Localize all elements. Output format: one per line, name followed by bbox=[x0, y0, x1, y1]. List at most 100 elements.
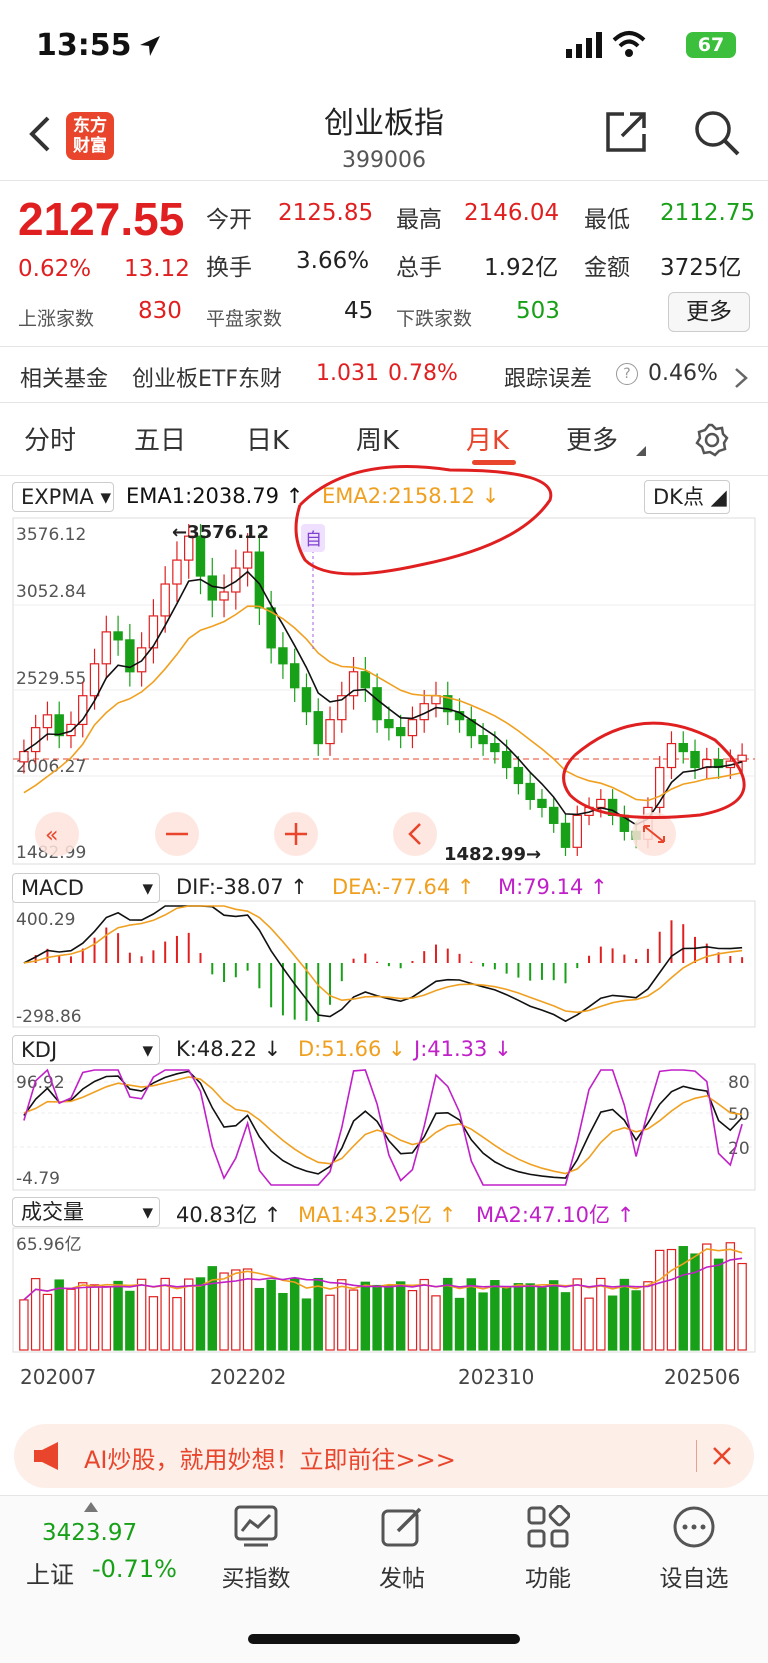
ema2-value: EMA2:2158.12 ↓ bbox=[322, 484, 500, 508]
tab-more[interactable]: 更多 bbox=[566, 426, 619, 456]
candle bbox=[125, 639, 135, 673]
volume-bar bbox=[148, 1296, 159, 1351]
low-value: 2112.75 bbox=[660, 200, 756, 226]
volume-bar bbox=[242, 1268, 253, 1351]
kdj-level-50: 50 bbox=[728, 1105, 750, 1125]
help-icon[interactable]: ? bbox=[616, 363, 638, 385]
volume-bar bbox=[725, 1242, 736, 1351]
change-value: 13.12 bbox=[124, 256, 190, 282]
vol-value: 40.83亿 ↑ bbox=[176, 1203, 282, 1227]
candle bbox=[407, 719, 418, 737]
volume-bar bbox=[407, 1289, 418, 1351]
location-arrow-icon bbox=[140, 36, 160, 56]
volume-bar bbox=[537, 1287, 547, 1351]
dropdown-corner-icon bbox=[636, 446, 646, 456]
tab-monthly-k[interactable]: 月K bbox=[466, 426, 510, 456]
more-button[interactable]: 更多 bbox=[668, 292, 750, 332]
candle bbox=[337, 695, 347, 721]
close-icon[interactable] bbox=[712, 1446, 732, 1466]
up-count-label: 上涨家数 bbox=[18, 308, 95, 330]
candle bbox=[266, 607, 276, 649]
banner-text[interactable]: AI炒股，就用妙想！立即前往>>> bbox=[84, 1446, 456, 1474]
vol-ma1-value: MA1:43.25亿 ↑ bbox=[298, 1203, 457, 1227]
vol-ma2-value: MA2:47.10亿 ↑ bbox=[476, 1203, 635, 1227]
add-watchlist-button[interactable]: 设自选 bbox=[634, 1505, 754, 1593]
hand-annotation-circle bbox=[562, 721, 746, 819]
candle bbox=[372, 687, 382, 721]
expand-up-icon[interactable] bbox=[84, 1502, 98, 1512]
x-label-3: 202310 bbox=[458, 1365, 534, 1389]
gear-icon[interactable] bbox=[694, 422, 730, 458]
down-count-label: 下跌家数 bbox=[396, 308, 473, 330]
related-fund-row[interactable]: 相关基金 创业板ETF东财 1.031 0.78% 跟踪误差 ? 0.46% bbox=[0, 347, 768, 401]
buy-index-button[interactable]: 买指数 bbox=[196, 1505, 316, 1593]
status-bar: 13:55 67 bbox=[0, 0, 768, 92]
candle bbox=[360, 671, 371, 689]
volume-bars bbox=[19, 1242, 747, 1351]
trend-chart-icon bbox=[234, 1505, 278, 1547]
dk-point-button[interactable]: DK点 ◢ bbox=[644, 480, 730, 514]
candle bbox=[737, 754, 747, 762]
candle bbox=[549, 806, 559, 824]
search-icon[interactable] bbox=[692, 108, 742, 158]
macd-frame bbox=[12, 900, 756, 1028]
signal-icon bbox=[566, 32, 602, 58]
candle bbox=[490, 742, 500, 753]
candle bbox=[443, 695, 453, 713]
dif-line bbox=[23, 905, 743, 1023]
up-count: 830 bbox=[138, 298, 182, 324]
y-label-2: 3052.84 bbox=[16, 582, 86, 602]
m-value: M:79.14 ↑ bbox=[498, 875, 608, 899]
ai-promo-banner[interactable] bbox=[14, 1424, 754, 1488]
candle bbox=[525, 782, 535, 801]
tab-intraday[interactable]: 分时 bbox=[24, 426, 77, 456]
functions-button[interactable]: 功能 bbox=[488, 1504, 608, 1593]
back-icon[interactable] bbox=[26, 114, 52, 154]
macd-select[interactable]: MACD ▾ bbox=[12, 873, 160, 903]
volume-bar bbox=[160, 1277, 170, 1351]
share-icon[interactable] bbox=[602, 108, 650, 156]
volume-select[interactable]: 成交量 ▾ bbox=[12, 1197, 160, 1227]
index-pct[interactable]: -0.71% bbox=[92, 1555, 177, 1583]
volume-bar bbox=[737, 1262, 747, 1351]
volume-bar bbox=[666, 1248, 677, 1351]
volume-bar bbox=[443, 1277, 453, 1351]
d-value: D:51.66 ↓ bbox=[298, 1037, 406, 1061]
tab-weekly-k[interactable]: 周K bbox=[356, 426, 400, 456]
indicator-select[interactable]: EXPMA ▾ bbox=[12, 482, 114, 512]
volume-bar bbox=[136, 1278, 147, 1351]
kline-chart[interactable]: 3576.12 3052.84 2529.55 2006.27 1482.99 … bbox=[0, 0, 768, 1420]
volume-bar bbox=[713, 1258, 724, 1351]
volume-bar bbox=[702, 1243, 712, 1351]
volume-bar bbox=[89, 1284, 100, 1351]
tab-daily-k[interactable]: 日K bbox=[246, 426, 290, 456]
tab-5day[interactable]: 五日 bbox=[134, 426, 187, 456]
wifi-icon bbox=[612, 31, 646, 57]
volume-bar bbox=[207, 1266, 217, 1351]
candle bbox=[195, 535, 206, 577]
kdj-select[interactable]: KDJ ▾ bbox=[12, 1035, 160, 1065]
kdj-top-label: 96.92 bbox=[16, 1073, 65, 1093]
page-title: 创业板指 bbox=[324, 106, 444, 141]
j-line bbox=[23, 1068, 743, 1186]
volume-bar bbox=[54, 1279, 64, 1351]
x-label-4: 202506 bbox=[664, 1365, 740, 1389]
high-value: 2146.04 bbox=[464, 200, 560, 226]
post-button[interactable]: 发帖 bbox=[342, 1505, 462, 1593]
candle bbox=[395, 727, 406, 737]
index-name[interactable]: 上证 bbox=[26, 1561, 74, 1589]
candle bbox=[313, 711, 323, 745]
stock-code: 399006 bbox=[342, 148, 426, 173]
volume-bar bbox=[513, 1283, 524, 1351]
candle bbox=[560, 822, 571, 848]
volume-bar bbox=[619, 1278, 630, 1351]
candle bbox=[513, 766, 524, 785]
candle bbox=[113, 631, 123, 641]
volume-bar bbox=[690, 1253, 700, 1351]
candle bbox=[184, 535, 194, 561]
index-value[interactable]: 3423.97 bbox=[42, 1520, 138, 1546]
candle bbox=[301, 687, 312, 713]
candles-group bbox=[19, 524, 747, 856]
volume-top-label: 65.96亿 bbox=[16, 1235, 82, 1255]
candle bbox=[42, 714, 53, 729]
